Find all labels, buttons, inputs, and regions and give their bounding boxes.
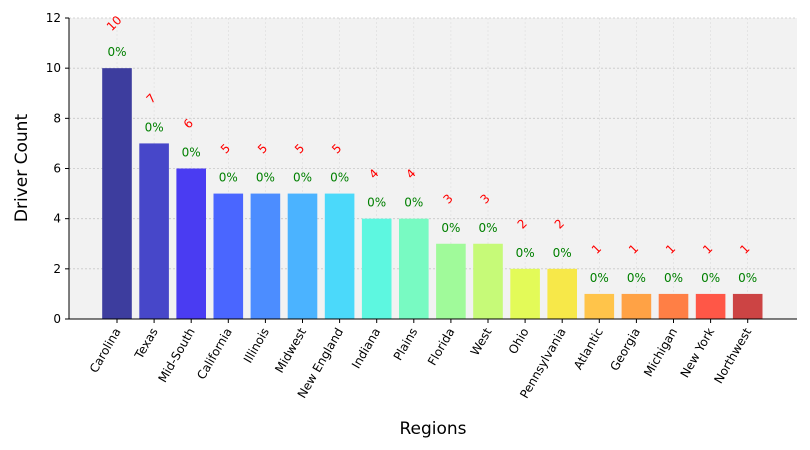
y-tick-label: 6 xyxy=(53,162,61,176)
bar xyxy=(547,268,577,319)
bars xyxy=(102,68,763,320)
x-tick-label: Michigan xyxy=(641,326,680,380)
bar xyxy=(695,293,726,319)
y-ticks: 0 2 4 6 8 10 12 xyxy=(46,11,69,326)
x-tick-label: Midwest xyxy=(272,325,309,375)
bar xyxy=(584,293,615,319)
percent-label: 0% xyxy=(738,271,757,285)
bar xyxy=(399,218,429,319)
x-tick-label: Illinois xyxy=(241,326,272,366)
percent-label: 0% xyxy=(590,271,609,285)
x-tick-label: New York xyxy=(678,325,718,380)
bar xyxy=(436,243,466,319)
bar xyxy=(473,243,503,319)
percent-label: 0% xyxy=(478,221,497,235)
percent-label: 0% xyxy=(553,246,572,260)
y-tick-label: 4 xyxy=(53,212,61,226)
x-tick-label: Plains xyxy=(391,326,421,363)
y-tick-label: 12 xyxy=(46,11,61,25)
bar xyxy=(139,143,169,319)
percent-label: 0% xyxy=(367,196,386,210)
bar xyxy=(213,193,244,319)
percent-label: 0% xyxy=(441,221,460,235)
bar xyxy=(287,193,318,319)
bar xyxy=(621,293,652,319)
x-tick-label: California xyxy=(194,326,235,382)
x-tick-label: Georgia xyxy=(607,326,643,374)
percent-label: 0% xyxy=(627,271,646,285)
x-tick-label: Florida xyxy=(425,326,458,368)
percent-label: 0% xyxy=(330,171,349,185)
bar xyxy=(102,68,132,320)
x-tick-label: Northwest xyxy=(711,325,754,386)
percent-label: 0% xyxy=(182,146,201,160)
x-tick-label: Mid-South xyxy=(155,326,197,385)
x-tick-label: Indiana xyxy=(349,326,383,371)
percent-label: 0% xyxy=(404,196,423,210)
percent-label: 0% xyxy=(145,120,164,134)
x-axis-title: Regions xyxy=(399,419,466,439)
bar xyxy=(658,293,689,319)
bar xyxy=(361,218,392,319)
y-tick-label: 10 xyxy=(46,61,61,75)
bar xyxy=(250,193,281,319)
y-tick-label: 8 xyxy=(53,111,61,125)
bar xyxy=(510,268,540,319)
x-tick-label: Atlantic xyxy=(571,326,606,373)
bar xyxy=(176,168,206,319)
bar xyxy=(324,193,355,319)
bar xyxy=(732,293,763,319)
x-tick-label: Carolina xyxy=(87,326,124,376)
x-tick-label: Ohio xyxy=(506,326,532,357)
percent-label: 0% xyxy=(107,45,126,59)
percent-label: 0% xyxy=(293,171,312,185)
y-tick-label: 2 xyxy=(53,262,61,276)
percent-label: 0% xyxy=(664,271,683,285)
percent-label: 0% xyxy=(256,171,275,185)
x-tick-label: West xyxy=(468,325,495,358)
percent-label: 0% xyxy=(516,246,535,260)
x-tick-label: Texas xyxy=(131,326,160,363)
y-axis-title: Driver Count xyxy=(12,114,32,223)
percent-label: 0% xyxy=(701,271,720,285)
percent-label: 0% xyxy=(219,171,238,185)
y-tick-label: 0 xyxy=(53,312,61,326)
